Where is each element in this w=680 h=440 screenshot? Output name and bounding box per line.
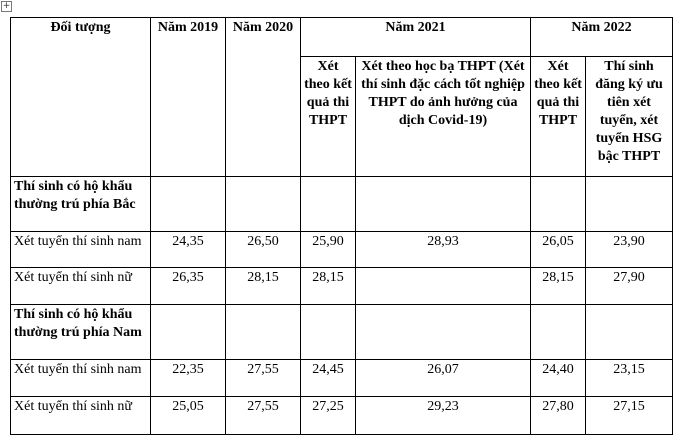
score-cell	[355, 304, 531, 360]
score-cell: 27,80	[530, 396, 586, 435]
score-cell: 28,93	[355, 231, 531, 268]
score-cell: 28,15	[530, 267, 586, 305]
score-cell: 24,35	[150, 231, 226, 268]
score-cell: 26,05	[530, 231, 586, 268]
table-row: Xét tuyển thí sinh nam 22,35 27,55 24,45 26,…	[10, 359, 673, 397]
score-cell	[225, 176, 301, 232]
score-cell: 29,23	[355, 396, 531, 435]
table-row: Thí sinh có hộ khẩu thường trú phía Nam	[10, 304, 673, 360]
row-label: Xét tuyển thí sinh nữ	[10, 267, 151, 305]
section-label: Thí sinh có hộ khẩu thường trú phía Bắc	[10, 176, 151, 232]
score-cell: 24,45	[300, 359, 356, 397]
score-cell: 24,40	[530, 359, 586, 397]
score-cell: 23,90	[585, 231, 673, 268]
score-cell	[530, 304, 586, 360]
score-cell	[300, 176, 356, 232]
score-cell: 26,50	[225, 231, 301, 268]
score-cell: 25,90	[300, 231, 356, 268]
header-cell: Năm 2022	[530, 17, 673, 57]
score-cell: 27,55	[225, 396, 301, 435]
score-cell: 25,05	[150, 396, 226, 435]
score-cell: 26,35	[150, 267, 226, 305]
score-cell: 27,15	[585, 396, 673, 435]
table-row: Xét tuyển thí sinh nam 24,35 26,50 25,90 28,…	[10, 231, 673, 268]
table-move-handle[interactable]: +	[1, 1, 12, 12]
score-cell	[300, 304, 356, 360]
score-cell	[150, 304, 226, 360]
subheader-cell: Xét theo kết quả thi THPT	[530, 56, 586, 177]
score-cell: 22,35	[150, 359, 226, 397]
header-cell: Đối tượng	[10, 17, 151, 177]
score-cell: 27,55	[225, 359, 301, 397]
header-cell: Năm 2021	[300, 17, 531, 57]
table-row: Xét tuyển thí sinh nữ 25,05 27,55 27,25 29,2…	[10, 396, 673, 435]
subheader-cell: Xét theo kết quả thi THPT	[300, 56, 356, 177]
subheader-cell: Xét theo học bạ THPT (Xét thí sinh đặc c…	[355, 56, 531, 177]
score-cell: 27,90	[585, 267, 673, 305]
score-cell: 27,25	[300, 396, 356, 435]
header-cell: Năm 2020	[225, 17, 301, 177]
score-cell	[355, 176, 531, 232]
score-cell	[225, 304, 301, 360]
score-table: Đối tượng Năm 2019 Năm 2020 Năm 2021 Năm…	[10, 17, 673, 435]
score-cell: 26,07	[355, 359, 531, 397]
section-label: Thí sinh có hộ khẩu thường trú phía Nam	[10, 304, 151, 360]
score-cell: 28,15	[225, 267, 301, 305]
row-label: Xét tuyển thí sinh nam	[10, 231, 151, 268]
score-cell	[585, 304, 673, 360]
score-cell	[355, 267, 531, 305]
score-cell	[585, 176, 673, 232]
table-row: Thí sinh có hộ khẩu thường trú phía Bắc	[10, 176, 673, 232]
score-cell: 23,15	[585, 359, 673, 397]
table-row: Xét tuyển thí sinh nữ 26,35 28,15 28,15 28,1…	[10, 267, 673, 305]
score-cell	[150, 176, 226, 232]
header-cell: Năm 2019	[150, 17, 226, 177]
score-cell: 28,15	[300, 267, 356, 305]
score-cell	[530, 176, 586, 232]
row-label: Xét tuyển thí sinh nữ	[10, 396, 151, 435]
row-label: Xét tuyển thí sinh nam	[10, 359, 151, 397]
subheader-cell: Thí sinh đăng ký ưu tiên xét tuyển, xét …	[585, 56, 673, 177]
table-body: Thí sinh có hộ khẩu thường trú phía Bắc X…	[10, 176, 673, 435]
